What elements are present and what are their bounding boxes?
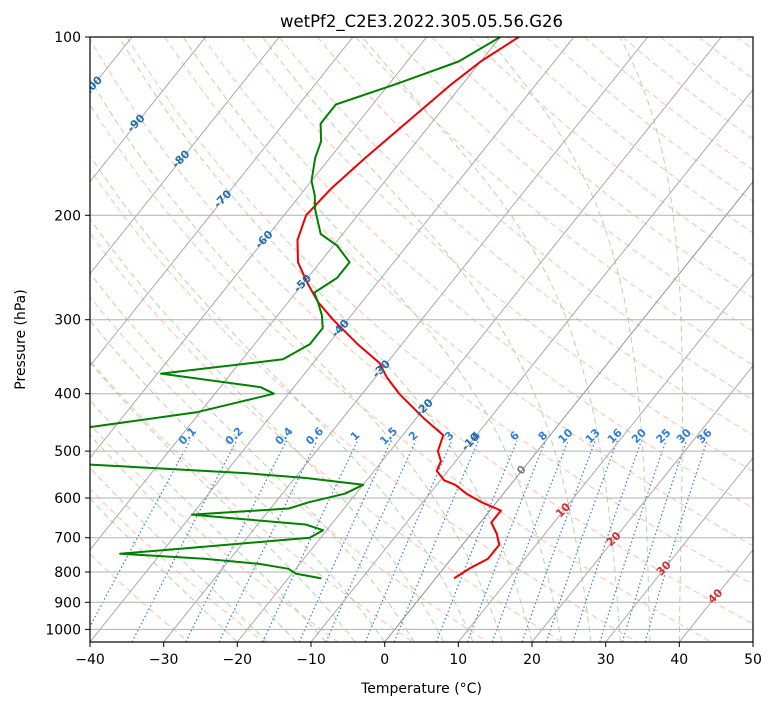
dry-adiabat — [90, 38, 753, 625]
mixing-ratio-line — [298, 440, 392, 642]
moist-adiabat — [90, 434, 297, 642]
x-tick-label: −10 — [296, 652, 326, 668]
isotherm-line — [605, 457, 753, 642]
y-tick-label: 200 — [54, 208, 81, 224]
moist-adiabat — [486, 37, 651, 642]
isotherm-line — [90, 37, 207, 183]
dry-adiabat — [202, 37, 753, 509]
dry-adiabat — [431, 37, 753, 299]
dry-adiabat — [164, 37, 753, 547]
plot-area — [90, 37, 753, 642]
isotherm-line — [384, 180, 753, 642]
y-tick-label: 900 — [54, 595, 81, 611]
mixing-ratio-line — [521, 440, 596, 642]
mixing-ratio-line — [218, 440, 318, 642]
mixing-ratio-line — [364, 440, 453, 642]
chart-title: wetPf2_C2E3.2022.305.05.56.G26 — [280, 12, 563, 32]
dry-adiabat — [90, 232, 563, 642]
mixing-ratio-line — [621, 440, 687, 642]
x-tick-label: 0 — [380, 652, 389, 668]
isotherm-line — [236, 37, 722, 642]
dry-adiabat — [90, 104, 712, 642]
moist-adiabat — [90, 154, 474, 642]
mixing-ratio-line — [491, 440, 569, 642]
isotherm-line — [90, 37, 428, 459]
y-tick-label: 300 — [54, 313, 81, 329]
x-tick-label: 40 — [670, 652, 688, 668]
moist-adiabat — [90, 77, 503, 642]
mixing-ratio-line — [545, 440, 618, 642]
x-tick-label: 10 — [449, 652, 467, 668]
moist-adiabat — [118, 37, 533, 642]
dry-adiabat — [126, 37, 753, 586]
x-tick-label: −40 — [75, 652, 105, 668]
moist-adiabat — [90, 361, 356, 642]
mixing-ratio-line — [185, 440, 288, 642]
moist-adiabat — [262, 37, 592, 642]
moist-adiabat — [90, 319, 386, 642]
y-axis-title: Pressure (hPa) — [13, 289, 29, 389]
isotherm-line — [531, 364, 753, 642]
y-tick-label: 100 — [54, 30, 81, 46]
dewpoint-profile — [90, 37, 501, 580]
temperature-profile — [296, 37, 520, 580]
moist-adiabat — [90, 498, 238, 642]
isotherm-line — [310, 88, 753, 642]
y-tick-label: 400 — [54, 387, 81, 403]
mixing-ratio-line — [90, 440, 191, 628]
mixing-ratio-line — [599, 440, 667, 642]
x-tick-label: −20 — [223, 652, 253, 668]
mixing-ratio-line — [393, 440, 479, 642]
y-tick-label: 700 — [54, 531, 81, 547]
dry-adiabat — [90, 168, 638, 642]
isotherm-line — [90, 37, 354, 367]
isotherm-line — [90, 37, 501, 551]
x-tick-label: 50 — [744, 652, 762, 668]
moist-adiabat — [182, 37, 562, 642]
x-tick-label: −30 — [149, 652, 179, 668]
moist-adiabat — [90, 467, 268, 642]
isotherm-line — [90, 37, 280, 275]
x-tick-label: 30 — [597, 652, 615, 668]
y-tick-label: 600 — [54, 491, 81, 507]
dry-adiabat — [240, 37, 753, 472]
x-axis-title: Temperature (°C) — [360, 681, 482, 697]
dry-adiabat — [90, 488, 264, 642]
isotherm-line — [90, 37, 575, 642]
mixing-ratio-line — [644, 440, 708, 642]
y-tick-label: 500 — [54, 444, 81, 460]
dry-adiabat — [90, 423, 339, 642]
y-tick-label: 1000 — [45, 622, 81, 638]
isotherm-line — [457, 272, 753, 642]
moist-adiabat — [90, 218, 445, 642]
dry-adiabat — [90, 296, 488, 642]
y-tick-label: 800 — [54, 565, 81, 581]
moist-adiabat — [362, 37, 621, 642]
plot-frame — [89, 36, 754, 643]
mixing-ratio-line — [325, 440, 417, 642]
dry-adiabat — [393, 37, 753, 332]
isotherm-line — [163, 37, 649, 642]
moist-adiabat — [619, 37, 683, 642]
x-tick-label: 20 — [523, 652, 541, 668]
